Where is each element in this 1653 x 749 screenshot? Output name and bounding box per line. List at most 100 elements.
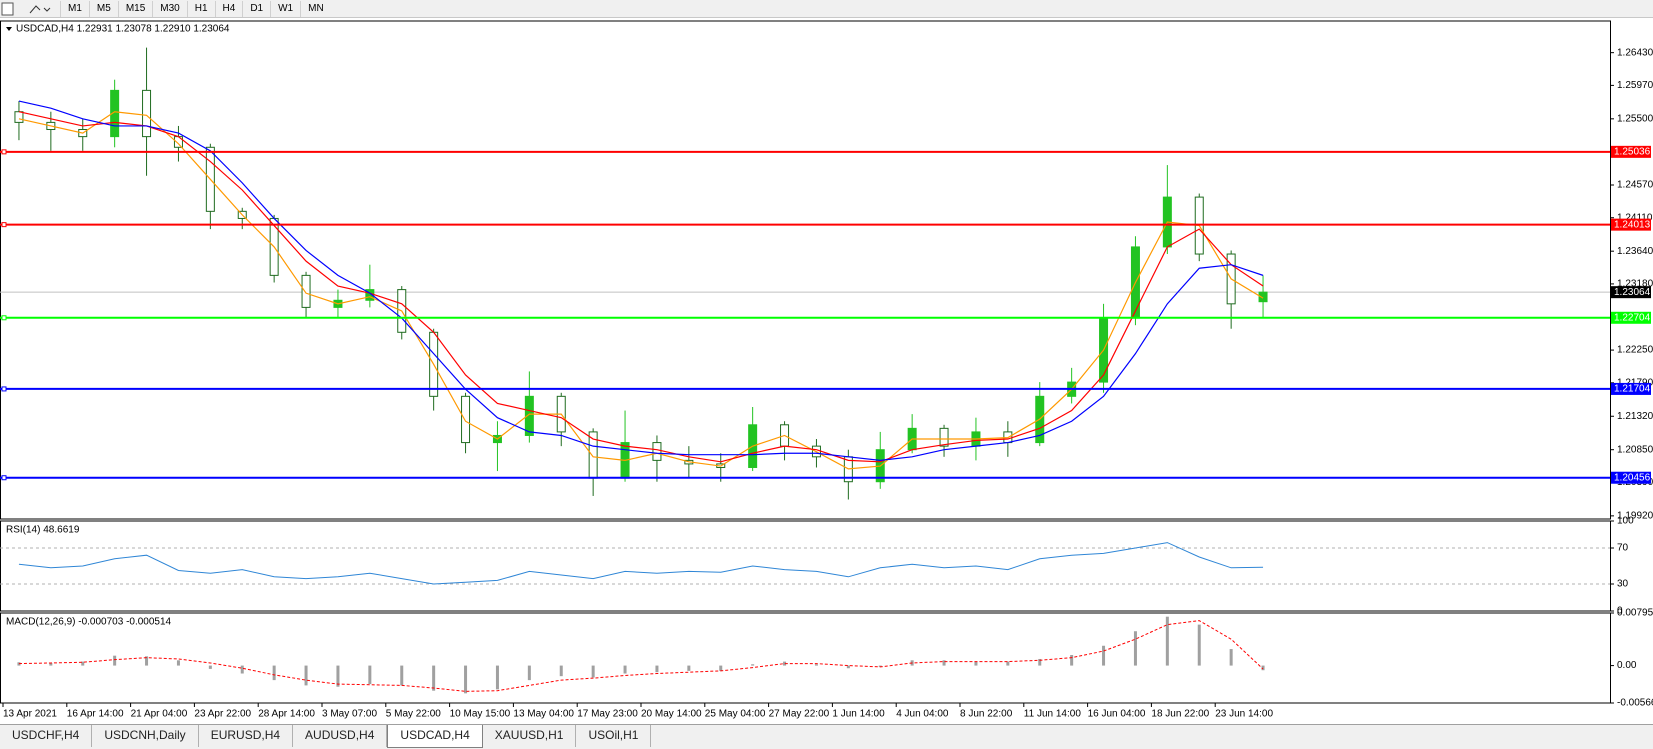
candle-body (461, 395, 471, 444)
symbol-tab[interactable]: EURUSD,H4 (199, 725, 294, 747)
y-tick-label: 1.24110 (1617, 212, 1653, 223)
timeframe-button[interactable]: H1 (186, 0, 215, 17)
indicator-title: MACD(12,26,9) -0.000703 -0.000514 (6, 617, 172, 628)
level-label: 1.21704 (1614, 384, 1651, 395)
symbol-tab[interactable]: USDCHF,H4 (0, 725, 93, 747)
symbol-tab[interactable]: USDCAD,H4 (387, 725, 483, 748)
histogram-bar (814, 664, 818, 666)
x-tick-label: 13 Apr 2021 (3, 709, 57, 720)
moving-average (18, 100, 1264, 461)
histogram-bar (751, 664, 755, 666)
histogram-bar (623, 665, 627, 674)
candle-body (939, 427, 949, 447)
candle-body (142, 89, 152, 138)
y-tick-label: 1.25970 (1617, 80, 1653, 91)
x-tick-label: 3 May 07:00 (322, 709, 377, 720)
y-tick-label: 1.23180 (1617, 279, 1653, 290)
histogram-bar (145, 656, 149, 666)
histogram-bar (113, 655, 117, 666)
histogram-bar (81, 661, 85, 666)
timeframe-button[interactable]: M1 (60, 0, 89, 17)
x-tick-label: 11 Jun 14:00 (1024, 709, 1082, 720)
symbol-tab[interactable]: USDCNH,Daily (92, 725, 199, 747)
current-price-label: 1.23064 (1614, 287, 1651, 298)
histogram-bar (368, 665, 372, 685)
y-tick-label: 0.007959 (1617, 608, 1653, 619)
histogram-bar (1229, 649, 1233, 666)
x-tick-label: 23 Apr 22:00 (194, 709, 251, 720)
timeframe-button[interactable]: M30 (152, 0, 186, 17)
y-tick-label: -0.005663 (1617, 698, 1653, 709)
panel-border (0, 20, 1611, 520)
level-handle (1, 315, 7, 321)
candle-body (110, 89, 120, 138)
histogram-bar (974, 661, 978, 666)
y-tick-label: 1.23640 (1617, 246, 1653, 257)
candle-body (1258, 291, 1268, 303)
toolbar-icons (1, 2, 51, 15)
y-tick-label: 1.19920 (1617, 511, 1653, 522)
histogram-bar (719, 665, 723, 671)
indicator-title: RSI(14) 48.6619 (6, 525, 80, 536)
level-label: 1.24013 (1614, 219, 1651, 230)
y-tick-label: 0 (1617, 606, 1623, 617)
x-tick-label: 28 Apr 14:00 (258, 709, 315, 720)
histogram-bar (783, 661, 787, 666)
timeframe-button[interactable]: MN (300, 0, 331, 17)
level-handle (1, 149, 7, 155)
histogram-bar (655, 665, 659, 673)
level-label: 1.25036 (1614, 146, 1651, 157)
y-tick-label: 1.24570 (1617, 180, 1653, 191)
menu-arrow (6, 27, 12, 31)
histogram-bar (1261, 665, 1265, 671)
candle-body (524, 395, 534, 436)
histogram-bar (846, 665, 850, 669)
x-tick-label: 23 Jun 14:00 (1215, 709, 1273, 720)
histogram-bar (1006, 661, 1010, 666)
histogram-bar (1102, 645, 1106, 666)
timeframe-button[interactable]: M5 (88, 0, 118, 17)
x-tick-label: 21 Apr 04:00 (131, 709, 188, 720)
histogram-bar (208, 665, 212, 669)
histogram-bar (1165, 616, 1169, 666)
x-tick-label: 25 May 04:00 (705, 709, 766, 720)
y-tick-label: 1.21320 (1617, 411, 1653, 422)
histogram-bar (176, 660, 180, 666)
x-tick-label: 1 Jun 14:00 (832, 709, 885, 720)
icon (1, 2, 14, 15)
x-tick-label: 18 Jun 22:00 (1151, 709, 1209, 720)
candle-body (14, 111, 24, 123)
symbol-tab[interactable]: XAUUSD,H1 (483, 725, 577, 747)
level-label-box (1611, 311, 1651, 324)
toolbar: M1 M5 M15 M30 H1 H4 D1 W1 MN (0, 0, 1653, 18)
histogram-bar (272, 665, 276, 681)
timeframe-button[interactable]: W1 (270, 0, 300, 17)
symbol-tab[interactable]: USOil,H1 (576, 725, 652, 747)
histogram-bar (17, 662, 21, 666)
x-tick-label: 20 May 14:00 (641, 709, 702, 720)
candle-body (652, 442, 662, 461)
level-label-box (1611, 145, 1651, 158)
histogram-bar (240, 665, 244, 674)
y-tick-label: 1.26430 (1617, 47, 1653, 58)
y-tick-label: 30 (1617, 579, 1629, 590)
histogram-bar (591, 665, 595, 678)
histogram-bar (304, 665, 308, 686)
timeframe-button[interactable]: D1 (242, 0, 270, 17)
histogram-bar (527, 665, 531, 681)
icon (29, 4, 51, 13)
chart-background (0, 18, 1653, 724)
symbol-tab[interactable]: AUDUSD,H4 (293, 725, 388, 747)
y-tick-label: 70 (1617, 543, 1629, 554)
x-tick-label: 4 Jun 04:00 (896, 709, 949, 720)
current-price-box (1611, 286, 1651, 299)
timeframe-button[interactable]: M15 (117, 0, 152, 17)
histogram-bar (336, 665, 340, 687)
panel-border (0, 612, 1611, 704)
panel-border (0, 520, 1611, 612)
x-tick-label: 17 May 23:00 (577, 709, 638, 720)
x-tick-label: 16 Jun 04:00 (1088, 709, 1146, 720)
timeframe-button[interactable]: H4 (214, 0, 243, 17)
chart-title: USDCAD,H4 1.22931 1.23078 1.22910 1.2306… (16, 24, 230, 35)
